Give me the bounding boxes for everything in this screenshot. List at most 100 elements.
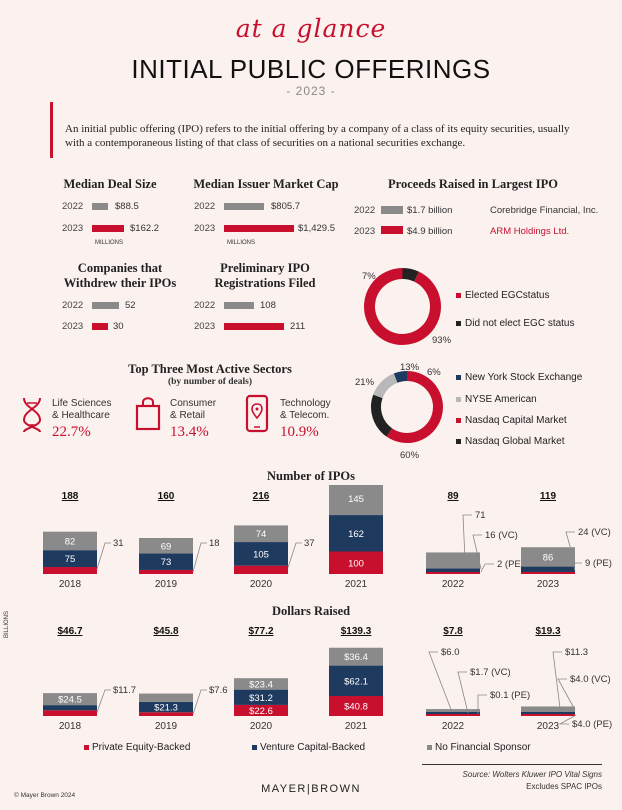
exchange-pct-13: 13% bbox=[400, 362, 420, 373]
exchange-legend-nyse: New York Stock Exchange bbox=[456, 372, 582, 383]
bar-segment-vc-2018 bbox=[43, 550, 97, 568]
bar-segment-pe-2022 bbox=[426, 572, 480, 574]
prelim-title-line1: Preliminary IPO bbox=[220, 261, 310, 275]
exchange-legend-capital: Nasdaq Capital Market bbox=[456, 415, 567, 426]
bar-total-2022: 89 bbox=[447, 491, 459, 502]
prelim-value-2022: 108 bbox=[260, 300, 276, 311]
bar-label-nfs-2018: 82 bbox=[65, 536, 76, 547]
bar-total-2019: $45.8 bbox=[153, 626, 178, 637]
withdrew-year-2023: 2023 bbox=[62, 321, 84, 332]
sectors-subtitle: (by number of deals) bbox=[167, 377, 252, 387]
x-tick-2018: 2018 bbox=[59, 721, 82, 732]
median-deal-bar-2022 bbox=[92, 203, 108, 210]
bar-segment-pe-2018 bbox=[43, 567, 97, 574]
leader-line bbox=[477, 694, 487, 714]
x-tick-2018: 2018 bbox=[59, 579, 82, 590]
largest-value-2022: $1.7 billion bbox=[407, 205, 453, 216]
leader-line bbox=[457, 671, 469, 714]
bar-label-nfs-2023: $11.3 bbox=[565, 647, 588, 658]
bar-total-2022: $7.8 bbox=[443, 626, 463, 637]
withdrew-bar-2022 bbox=[92, 302, 119, 309]
sector-2-label2: & Retail bbox=[170, 410, 206, 421]
bar-label-vc-2023: $4.0 (VC) bbox=[570, 674, 611, 685]
bar-label-pe-2023: 9 (PE) bbox=[585, 558, 612, 569]
median-deal-unit: MILLIONS bbox=[95, 240, 124, 246]
page-year: - 2023 - bbox=[286, 84, 336, 98]
median-deal-value-2023: $162.2 bbox=[130, 223, 160, 234]
x-tick-2023: 2023 bbox=[537, 721, 560, 732]
sector-1-label2: & Healthcare bbox=[52, 410, 110, 421]
largest-bar-2023 bbox=[381, 226, 403, 234]
phone-location-icon bbox=[245, 394, 269, 433]
bar-label-pe-2023: $4.0 (PE) bbox=[572, 719, 612, 730]
bar-segment-pe-2023 bbox=[521, 571, 575, 574]
legend-swatch bbox=[456, 321, 461, 326]
bar-segment-pe-2023 bbox=[521, 714, 575, 716]
legend-swatch bbox=[456, 397, 461, 402]
bar-segment-pe-2021 bbox=[329, 551, 383, 574]
sector-3-label1: Technology bbox=[280, 398, 331, 409]
donut-slice-0 bbox=[386, 371, 443, 443]
bar-label-pe-2018: 31 bbox=[113, 538, 124, 549]
bar-segment-vc-2020 bbox=[234, 689, 288, 705]
sector-3-pct: 10.9% bbox=[280, 424, 319, 440]
leader-line bbox=[552, 651, 562, 709]
prelim-title-line2: Registrations Filed bbox=[214, 276, 316, 290]
bar-segment-pe-2018 bbox=[43, 710, 97, 716]
bar-label-nfs-2021: 145 bbox=[348, 494, 364, 505]
egc-pct-did-not: 7% bbox=[362, 271, 376, 282]
median-deal-year-2022: 2022 bbox=[62, 201, 84, 212]
bar-segment-vc-2022 bbox=[426, 568, 480, 572]
leader-line bbox=[96, 689, 111, 713]
bar-segment-pe-2019 bbox=[139, 569, 193, 574]
shopping-bag-icon bbox=[135, 397, 161, 431]
median-deal-title: Median Deal Size bbox=[63, 177, 157, 191]
bar-label-pe-2020: $22.6 bbox=[249, 706, 273, 717]
median-cap-value-2022: $805.7 bbox=[271, 201, 301, 212]
leader-line bbox=[565, 531, 576, 565]
legend-swatch bbox=[456, 375, 461, 380]
withdrew-title-line1: Companies that bbox=[77, 261, 163, 275]
bar-label-vc-2022: $1.7 (VC) bbox=[470, 667, 511, 678]
bar-segment-nfs-2019 bbox=[139, 693, 193, 702]
bar-label-nfs-2018: $24.5 bbox=[58, 695, 82, 706]
copyright: © Mayer Brown 2024 bbox=[14, 792, 76, 799]
footer-note: Excludes SPAC IPOs bbox=[526, 782, 602, 791]
legend-vc: Venture Capital-Backed bbox=[252, 742, 365, 753]
bar-total-2023: $19.3 bbox=[535, 626, 560, 637]
prelim-bar-2022 bbox=[224, 302, 254, 309]
median-cap-year-2022: 2022 bbox=[194, 201, 216, 212]
median-deal-year-2023: 2023 bbox=[62, 223, 84, 234]
legend-swatch bbox=[84, 745, 89, 750]
bar-total-2018: $46.7 bbox=[57, 626, 82, 637]
sector-1-pct: 22.7% bbox=[52, 424, 91, 440]
sectors-title: Top Three Most Active Sectors bbox=[128, 362, 292, 376]
legend-label: NYSE American bbox=[465, 394, 537, 405]
x-tick-2019: 2019 bbox=[155, 579, 178, 590]
legend-label: Venture Capital-Backed bbox=[260, 742, 366, 753]
intro-accent-bar bbox=[50, 102, 53, 158]
bar-label-pe-2022: $0.1 (PE) bbox=[490, 690, 530, 701]
ipo-count-title: Number of IPOs bbox=[267, 469, 355, 483]
bar-total-2023: 119 bbox=[540, 491, 557, 502]
exchange-legend-american: NYSE American bbox=[456, 394, 537, 405]
median-cap-bar-2023 bbox=[224, 225, 294, 232]
bar-total-2020: $77.2 bbox=[248, 626, 273, 637]
median-cap-value-2023: $1,429.5 bbox=[298, 223, 335, 234]
bar-label-nfs-2021: $36.4 bbox=[344, 652, 368, 663]
prelim-year-2023: 2023 bbox=[194, 321, 216, 332]
x-tick-2022: 2022 bbox=[442, 579, 465, 590]
bar-label-pe-2022: 2 (PE) bbox=[497, 559, 524, 570]
bar-label-nfs-2023: 86 bbox=[543, 552, 554, 563]
withdrew-bar-2023 bbox=[92, 323, 108, 330]
withdrew-value-2022: 52 bbox=[125, 300, 136, 311]
largest-bar-2022 bbox=[381, 206, 403, 214]
bar-segment-vc-2021 bbox=[329, 515, 383, 552]
leader-line bbox=[96, 542, 111, 570]
footer-source: Source: Wolters Kluwer IPO Vital Signs bbox=[462, 770, 602, 779]
bar-segment-nfs-2020 bbox=[234, 525, 288, 543]
prelim-bar-2023 bbox=[224, 323, 284, 330]
donut-slice-4 bbox=[393, 371, 408, 383]
withdrew-value-2023: 30 bbox=[113, 321, 124, 332]
bar-segment-pe-2020 bbox=[234, 565, 288, 574]
